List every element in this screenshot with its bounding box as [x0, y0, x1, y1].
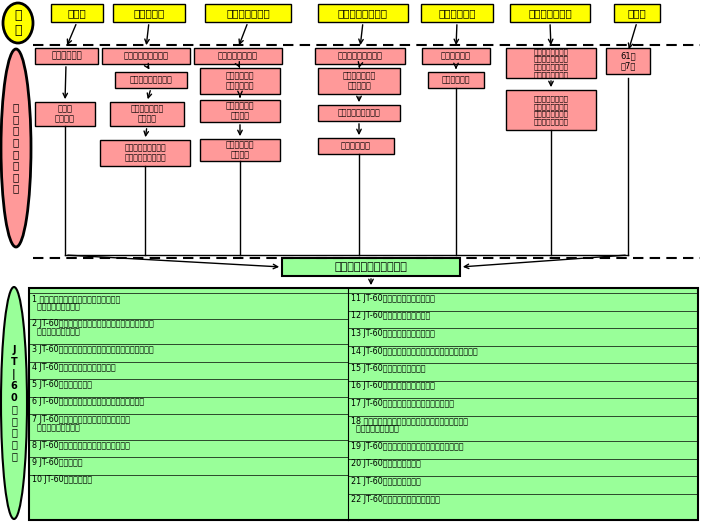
Text: 5 JT-60レーザ管理要領: 5 JT-60レーザ管理要領: [32, 380, 92, 389]
FancyBboxPatch shape: [200, 139, 280, 161]
Text: 22 JT-60実験棟本体室等作業手引書: 22 JT-60実験棟本体室等作業手引書: [351, 494, 440, 503]
Text: 3 JT-60デカボランを用いたその場ボロン化処理要領: 3 JT-60デカボランを用いたその場ボロン化処理要領: [32, 345, 154, 354]
Text: 放射線管理状況
報告の手引: 放射線管理状況 報告の手引: [342, 72, 375, 90]
Text: 1 核燃料物質の使用に係る管理区域及び: 1 核燃料物質の使用に係る管理区域及び: [32, 294, 120, 303]
Text: 那珂地区玉掛
作業要領: 那珂地区玉掛 作業要領: [226, 140, 254, 160]
Text: 一般高圧ガス製造
施設保安教育計画
冷凍高圧ガス製造
施設保安教育計画: 一般高圧ガス製造 施設保安教育計画 冷凍高圧ガス製造 施設保安教育計画: [534, 95, 569, 125]
Text: 原子炉規制法: 原子炉規制法: [438, 8, 476, 18]
FancyBboxPatch shape: [318, 68, 400, 94]
Text: 18 中央変電所とＪＴ－６０電源設備との運転管理に: 18 中央変電所とＪＴ－６０電源設備との運転管理に: [351, 417, 468, 426]
Text: 計量管理規程: 計量管理規程: [441, 52, 471, 60]
FancyBboxPatch shape: [194, 48, 282, 64]
Text: 4 JT-60その場ボロン化処理手順書: 4 JT-60その場ボロン化処理手順書: [32, 362, 115, 371]
FancyBboxPatch shape: [35, 48, 98, 64]
Text: 電気工作物保安規程
に基づく手続き要領: 電気工作物保安規程 に基づく手続き要領: [124, 143, 166, 163]
Text: 消防法: 消防法: [67, 8, 86, 18]
Text: 7 JT-60特殊運転及び耐電圧試験等に係る: 7 JT-60特殊運転及び耐電圧試験等に係る: [32, 415, 130, 424]
FancyBboxPatch shape: [115, 72, 187, 88]
Ellipse shape: [3, 3, 33, 43]
Text: 8 JT-60保護ＩＬ、許可／禁止の管理要領: 8 JT-60保護ＩＬ、許可／禁止の管理要領: [32, 440, 130, 450]
FancyBboxPatch shape: [51, 4, 103, 22]
Text: クレーン運転
保守要領: クレーン運転 保守要領: [226, 102, 254, 120]
Text: 周辺監視区域の設定: 周辺監視区域の設定: [32, 302, 79, 311]
Ellipse shape: [1, 287, 27, 519]
Text: の機能維持管理要領: の機能維持管理要領: [32, 328, 79, 337]
Text: 計量管理規則: 計量管理規則: [441, 76, 470, 85]
Text: 電気事業法: 電気事業法: [134, 8, 165, 18]
FancyBboxPatch shape: [428, 72, 484, 88]
FancyBboxPatch shape: [318, 4, 408, 22]
FancyBboxPatch shape: [200, 68, 280, 94]
FancyBboxPatch shape: [110, 102, 184, 126]
FancyBboxPatch shape: [102, 48, 190, 64]
Text: 電気作業の安全
取扱手引: 電気作業の安全 取扱手引: [130, 104, 164, 124]
Text: 関する申し合わせ書: 関する申し合わせ書: [351, 424, 399, 433]
Text: 安全衛生管理規程: 安全衛生管理規程: [218, 52, 258, 60]
Text: 13 JT-60火災受信盤遮断操作手引: 13 JT-60火災受信盤遮断操作手引: [351, 329, 435, 338]
FancyBboxPatch shape: [606, 48, 650, 74]
Ellipse shape: [1, 49, 31, 247]
Text: 放射線障害防止法: 放射線障害防止法: [338, 8, 388, 18]
Text: 防護活動要領: 防護活動要領: [341, 141, 371, 150]
Text: 高圧ガス保安法: 高圧ガス保安法: [528, 8, 572, 18]
FancyBboxPatch shape: [35, 102, 95, 126]
Text: 12 JT-60本体電気絶縁管理要領: 12 JT-60本体電気絶縁管理要領: [351, 311, 430, 320]
FancyBboxPatch shape: [282, 258, 460, 276]
FancyBboxPatch shape: [506, 48, 596, 78]
FancyBboxPatch shape: [29, 288, 698, 520]
Text: 20 JT-60点検ブースの運用: 20 JT-60点検ブースの運用: [351, 460, 421, 469]
Text: 那
珂
研
規
程
・
規
則: 那 珂 研 規 程 ・ 規 則: [13, 103, 19, 194]
Text: J
T
|
6
0
要
領
・
規
則: J T | 6 0 要 領 ・ 規 則: [11, 345, 18, 461]
Text: ＪＴ－６０運転管理要領: ＪＴ－６０運転管理要領: [335, 262, 408, 272]
Text: 電気工作物保安規則: 電気工作物保安規則: [129, 76, 172, 85]
FancyBboxPatch shape: [315, 48, 405, 64]
Text: 本体室安全管理要領: 本体室安全管理要領: [32, 423, 79, 432]
Text: 那珂地区安全
衛生管理規則: 那珂地区安全 衛生管理規則: [226, 72, 254, 90]
Text: 2 JT-60中性子モニター及びその関連放電制御計算機: 2 JT-60中性子モニター及びその関連放電制御計算機: [32, 319, 154, 329]
Text: 危険物
予防規程: 危険物 予防規程: [55, 104, 75, 124]
Text: 労働安全衛生法: 労働安全衛生法: [226, 8, 270, 18]
Text: 10 JT-60真空管理基準: 10 JT-60真空管理基準: [32, 476, 92, 484]
Text: 防火管理規則: 防火管理規則: [51, 52, 82, 60]
Text: 21 JT-60事故現場活動手引: 21 JT-60事故現場活動手引: [351, 477, 421, 486]
Text: 61連
第7号: 61連 第7号: [620, 52, 636, 70]
Text: 15 JT-60電気作業実施計画書: 15 JT-60電気作業実施計画書: [351, 364, 425, 373]
FancyBboxPatch shape: [113, 4, 185, 22]
Text: 法
律: 法 律: [14, 9, 22, 37]
FancyBboxPatch shape: [318, 105, 400, 121]
Text: 電波法: 電波法: [628, 8, 646, 18]
FancyBboxPatch shape: [506, 90, 596, 130]
FancyBboxPatch shape: [205, 4, 291, 22]
Text: 放射線安全取扱手引: 放射線安全取扱手引: [337, 108, 380, 117]
FancyBboxPatch shape: [614, 4, 660, 22]
Text: 一般高圧ガス製造
施設危害予防規程
冷凍高圧ガス製造
施設危害予防規程: 一般高圧ガス製造 施設危害予防規程 冷凍高圧ガス製造 施設危害予防規程: [534, 48, 569, 78]
Text: 14 JT-60操作用配電設備・非常用電源運転停止依頼書: 14 JT-60操作用配電設備・非常用電源運転停止依頼書: [351, 347, 477, 356]
Text: 19 JT-60関連建家設備に係る運用申し合わせ書: 19 JT-60関連建家設備に係る運用申し合わせ書: [351, 442, 463, 451]
FancyBboxPatch shape: [318, 138, 394, 154]
FancyBboxPatch shape: [100, 140, 190, 166]
Text: 16 JT-60２次冷却設備運転依頼書: 16 JT-60２次冷却設備運転依頼書: [351, 381, 435, 390]
Text: 17 JT-60実験棟本体室組立室実験盤使用届: 17 JT-60実験棟本体室組立室実験盤使用届: [351, 399, 454, 408]
FancyBboxPatch shape: [421, 4, 493, 22]
Text: 11 JT-60本体真空容器内作業要領: 11 JT-60本体真空容器内作業要領: [351, 294, 435, 303]
FancyBboxPatch shape: [510, 4, 590, 22]
Text: 放射線障害予防規程: 放射線障害予防規程: [337, 52, 382, 60]
Text: 電気工作物保安規程: 電気工作物保安規程: [124, 52, 169, 60]
FancyBboxPatch shape: [422, 48, 490, 64]
FancyBboxPatch shape: [200, 100, 280, 122]
Text: 6 JT-60計測用クラス４レーザ装置安全管理要領: 6 JT-60計測用クラス４レーザ装置安全管理要領: [32, 398, 144, 407]
Text: 9 JT-60鍵管理要領: 9 JT-60鍵管理要領: [32, 458, 82, 467]
